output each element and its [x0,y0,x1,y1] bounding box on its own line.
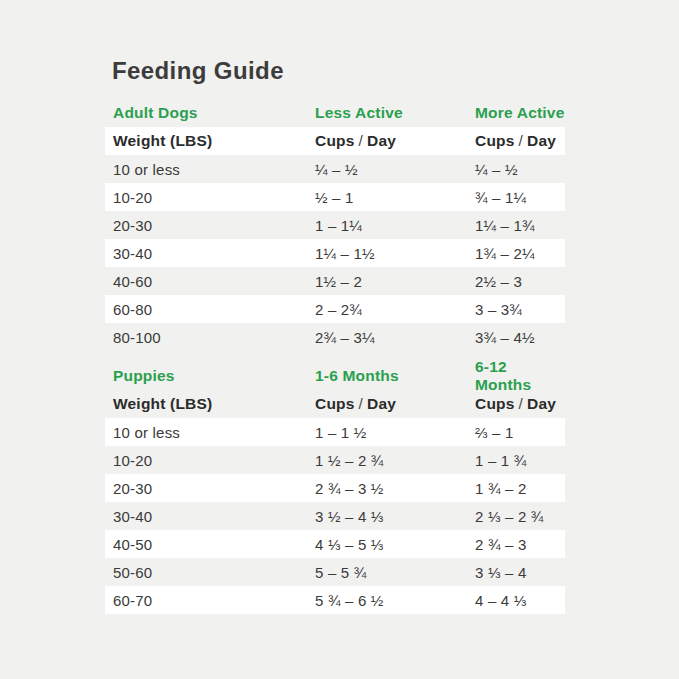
table-row: 60-705 ¾ – 6 ½4 – 4 ⅓ [105,586,565,614]
table-row: 20-302 ¾ – 3 ½1 ¾ – 2 [105,474,565,502]
cups-range-cell: 2½ – 3 [475,273,565,290]
cups-range-cell: 2¾ – 3¼ [315,329,475,346]
weight-cell: 60-80 [105,301,315,318]
weight-cell: 40-60 [105,273,315,290]
weight-cell: 50-60 [105,564,315,581]
cups-label: Cups [315,395,355,412]
weight-cell: 40-50 [105,536,315,553]
cups-per-day-header: Cups/Day [315,132,475,150]
cups-range-cell: ¼ – ½ [315,161,475,178]
cups-range-cell: 3 ½ – 4 ⅓ [315,508,475,525]
table-row: 10-20½ – 1¾ – 1¼ [105,183,565,211]
col-header-more-active: More Active [475,104,565,122]
cups-range-cell: 4 ⅓ – 5 ⅓ [315,536,475,553]
cups-range-cell: 3 – 3¾ [475,301,565,318]
section-title-adult-dogs: Adult Dogs [105,104,315,122]
cups-range-cell: 1¼ – 1½ [315,245,475,262]
puppies-section-header-row: Puppies 1-6 Months 6-12 Months [105,362,565,390]
table-row: 40-601½ – 22½ – 3 [105,267,565,295]
cups-range-cell: 5 ¾ – 6 ½ [315,592,475,609]
weight-cell: 10 or less [105,161,315,178]
cups-per-day-header: Cups/Day [315,395,475,413]
day-label: Day [367,395,396,412]
cups-range-cell: 1 – 1 ¾ [475,452,565,469]
adult-dogs-table: Adult Dogs Less Active More Active Weigh… [105,99,565,351]
cups-range-cell: 3¾ – 4½ [475,329,565,346]
adult-dogs-rows: 10 or less¼ – ½¼ – ½10-20½ – 1¾ – 1¼20-3… [105,155,565,351]
table-row: 30-403 ½ – 4 ⅓2 ⅓ – 2 ¾ [105,502,565,530]
slash-divider: / [359,395,364,412]
cups-range-cell: 1¼ – 1¾ [475,217,565,234]
puppies-column-header-row: Weight (LBS) Cups/Day Cups/Day [105,390,565,418]
col-header-6-12-months: 6-12 Months [475,358,565,394]
weight-cell: 20-30 [105,217,315,234]
cups-range-cell: 1 ¾ – 2 [475,480,565,497]
weight-cell: 80-100 [105,329,315,346]
slash-divider: / [519,132,524,149]
table-row: 10 or less¼ – ½¼ – ½ [105,155,565,183]
feeding-guide-infographic: Feeding Guide Adult Dogs Less Active Mor… [0,0,679,679]
weight-cell: 10 or less [105,424,315,441]
puppies-table: Puppies 1-6 Months 6-12 Months Weight (L… [105,362,565,614]
cups-range-cell: 2 ¾ – 3 ½ [315,480,475,497]
day-label: Day [527,132,556,149]
cups-range-cell: 1 ½ – 2 ¾ [315,452,475,469]
table-row: 30-401¼ – 1½1¾ – 2¼ [105,239,565,267]
table-row: 10 or less1 – 1 ½⅔ – 1 [105,418,565,446]
table-row: 80-1002¾ – 3¼3¾ – 4½ [105,323,565,351]
col-header-less-active: Less Active [315,104,475,122]
section-title-puppies: Puppies [105,367,315,385]
weight-cell: 60-70 [105,592,315,609]
table-row: 40-504 ⅓ – 5 ⅓2 ¾ – 3 [105,530,565,558]
weight-cell: 30-40 [105,508,315,525]
slash-divider: / [359,132,364,149]
slash-divider: / [519,395,524,412]
cups-per-day-header: Cups/Day [475,395,565,413]
adult-dogs-section-header-row: Adult Dogs Less Active More Active [105,99,565,127]
cups-label: Cups [475,395,515,412]
table-row: 20-301 – 1¼1¼ – 1¾ [105,211,565,239]
weight-cell: 20-30 [105,480,315,497]
cups-range-cell: 3 ⅓ – 4 [475,564,565,581]
weight-lbs-header: Weight (LBS) [105,132,315,150]
day-label: Day [527,395,556,412]
page-title: Feeding Guide [112,57,284,85]
col-header-1-6-months: 1-6 Months [315,367,475,385]
cups-range-cell: 1 – 1¼ [315,217,475,234]
cups-label: Cups [475,132,515,149]
table-row: 60-802 – 2¾3 – 3¾ [105,295,565,323]
cups-range-cell: 1½ – 2 [315,273,475,290]
cups-label: Cups [315,132,355,149]
cups-range-cell: ¾ – 1¼ [475,189,565,206]
cups-range-cell: ⅔ – 1 [475,424,565,441]
day-label: Day [367,132,396,149]
cups-range-cell: 2 ⅓ – 2 ¾ [475,508,565,525]
cups-range-cell: 1 – 1 ½ [315,424,475,441]
adult-dogs-column-header-row: Weight (LBS) Cups/Day Cups/Day [105,127,565,155]
table-row: 50-605 – 5 ¾3 ⅓ – 4 [105,558,565,586]
cups-range-cell: 5 – 5 ¾ [315,564,475,581]
weight-lbs-header: Weight (LBS) [105,395,315,413]
cups-range-cell: 4 – 4 ⅓ [475,592,565,609]
puppies-rows: 10 or less1 – 1 ½⅔ – 110-201 ½ – 2 ¾1 – … [105,418,565,614]
cups-per-day-header: Cups/Day [475,132,565,150]
cups-range-cell: 1¾ – 2¼ [475,245,565,262]
weight-cell: 10-20 [105,452,315,469]
cups-range-cell: ½ – 1 [315,189,475,206]
cups-range-cell: 2 ¾ – 3 [475,536,565,553]
table-row: 10-201 ½ – 2 ¾1 – 1 ¾ [105,446,565,474]
weight-cell: 30-40 [105,245,315,262]
cups-range-cell: ¼ – ½ [475,161,565,178]
cups-range-cell: 2 – 2¾ [315,301,475,318]
weight-cell: 10-20 [105,189,315,206]
